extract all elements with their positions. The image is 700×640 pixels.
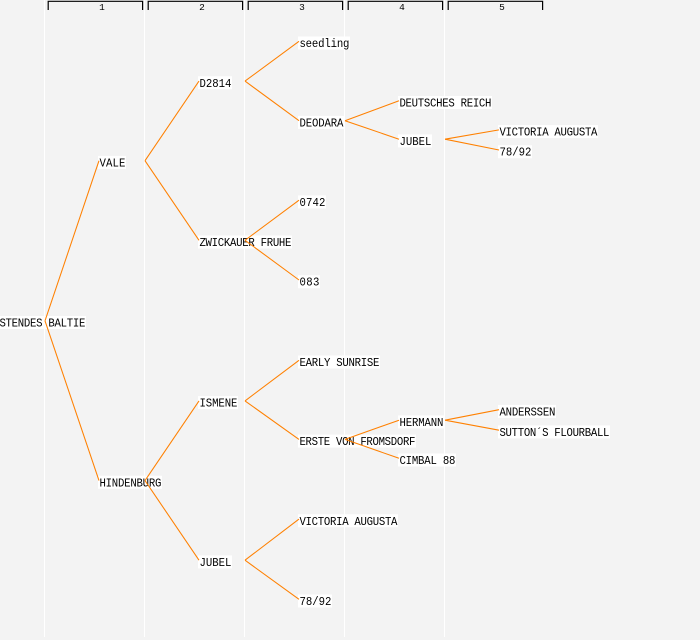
svg-text:1: 1	[99, 2, 105, 13]
svg-text:CIMBAL 88: CIMBAL 88	[399, 454, 455, 468]
svg-text:0742: 0742	[299, 196, 325, 210]
svg-text:SUTTON´S FLOURBALL: SUTTON´S FLOURBALL	[499, 426, 609, 440]
svg-text:78/92: 78/92	[299, 595, 331, 609]
svg-text:ERSTE VON FROMSDORF: ERSTE VON FROMSDORF	[299, 435, 415, 449]
svg-text:ANDERSSEN: ANDERSSEN	[499, 406, 555, 420]
svg-text:ISMENE: ISMENE	[199, 397, 237, 411]
svg-text:2: 2	[199, 2, 205, 13]
svg-text:DEODARA: DEODARA	[299, 117, 343, 131]
svg-text:4: 4	[399, 2, 405, 13]
svg-text:STENDES BALTIE: STENDES BALTIE	[0, 317, 86, 331]
svg-text:DEUTSCHES REICH: DEUTSCHES REICH	[399, 97, 491, 111]
svg-text:78/92: 78/92	[499, 146, 531, 160]
svg-text:VICTORIA AUGUSTA: VICTORIA AUGUSTA	[299, 515, 397, 529]
svg-text:VICTORIA AUGUSTA: VICTORIA AUGUSTA	[499, 126, 597, 140]
svg-text:EARLY SUNRISE: EARLY SUNRISE	[299, 356, 379, 370]
svg-text:5: 5	[499, 2, 505, 13]
svg-text:VALE: VALE	[99, 157, 125, 171]
svg-text:D2814: D2814	[199, 77, 231, 91]
svg-text:HERMANN: HERMANN	[399, 416, 443, 430]
svg-text:JUBEL: JUBEL	[399, 135, 431, 149]
svg-text:JUBEL: JUBEL	[199, 556, 231, 570]
svg-text:083: 083	[299, 276, 319, 290]
svg-text:ZWICKAUER FRUHE: ZWICKAUER FRUHE	[199, 236, 291, 250]
svg-text:seedling: seedling	[299, 37, 349, 51]
svg-text:HINDENBURG: HINDENBURG	[99, 477, 161, 491]
svg-text:3: 3	[299, 2, 305, 13]
